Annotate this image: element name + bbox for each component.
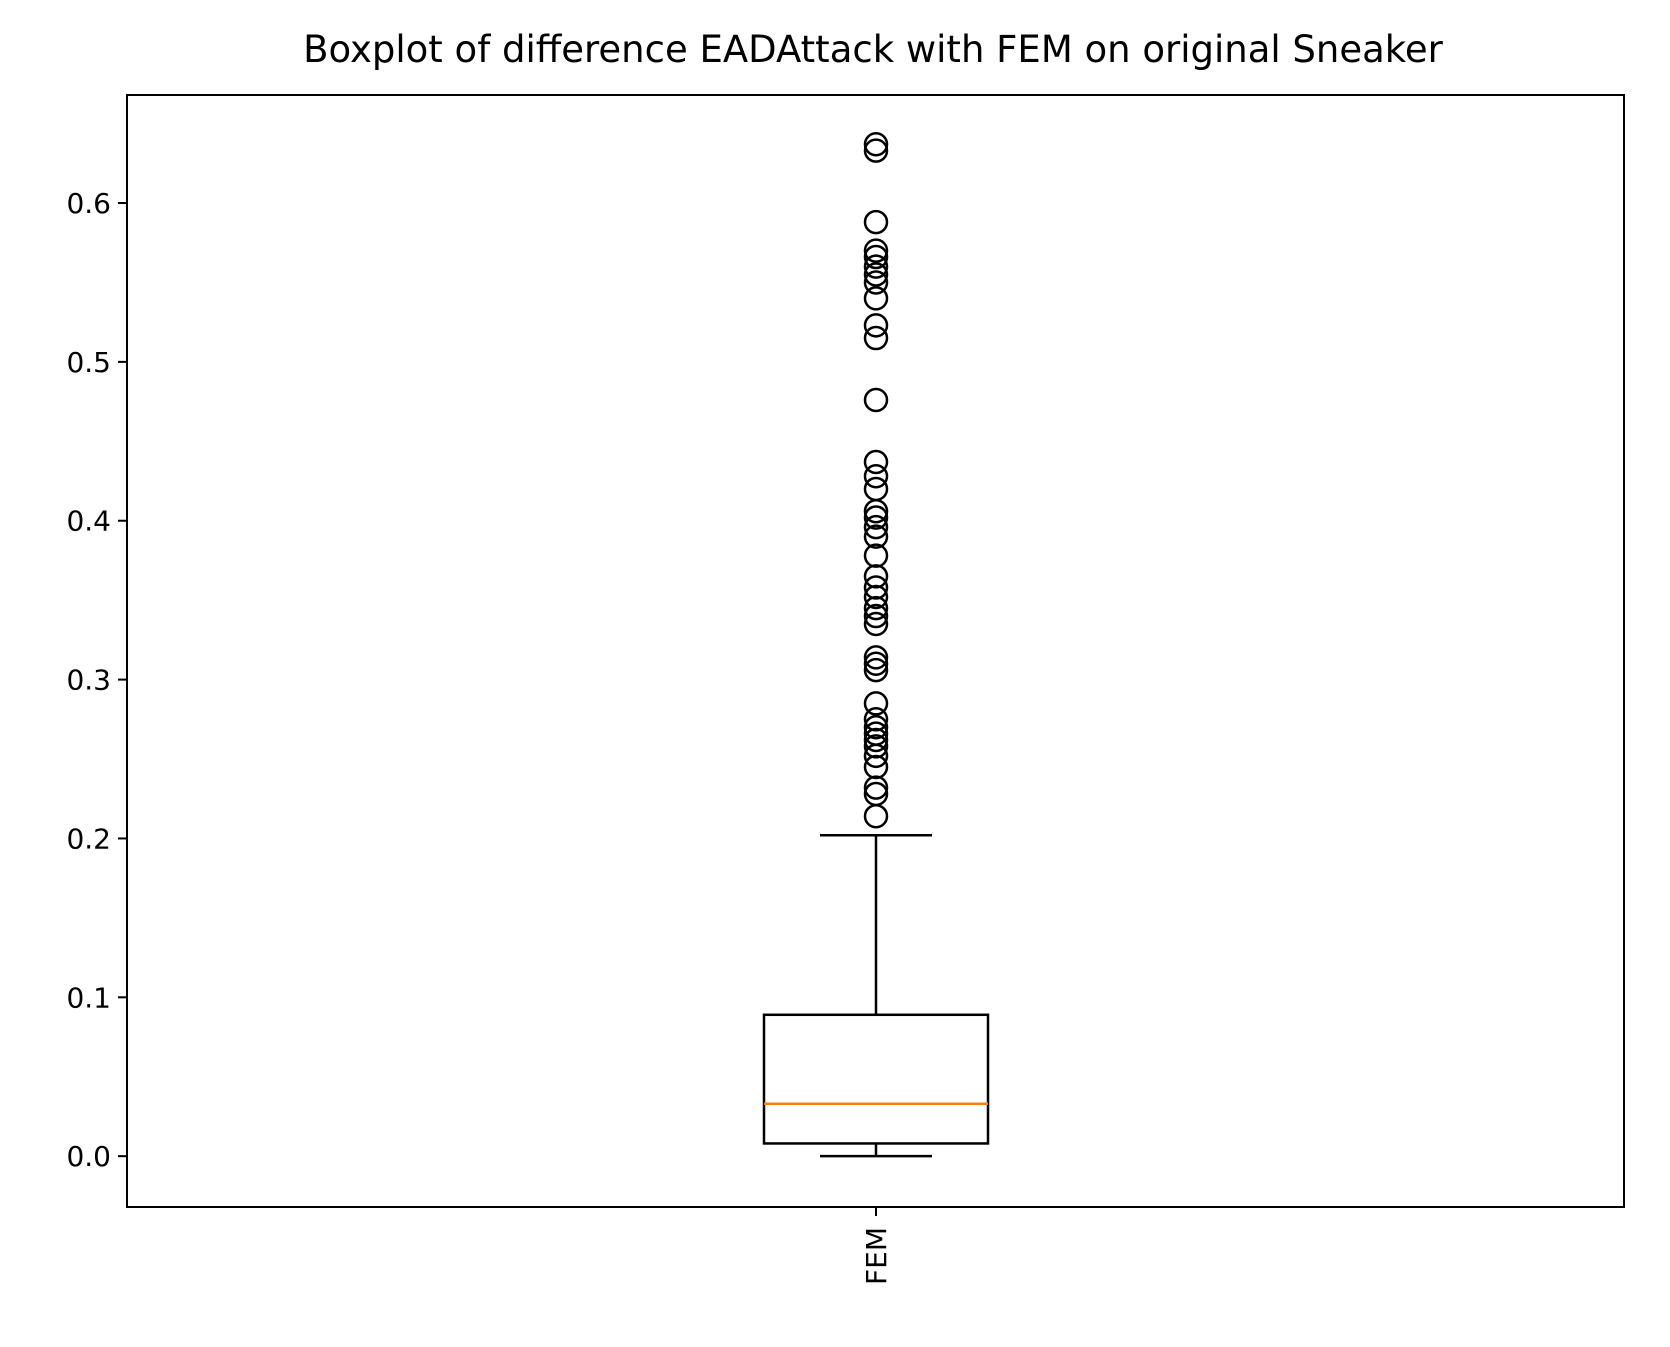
outlier-point xyxy=(863,476,889,502)
outlier-point xyxy=(863,803,889,829)
outlier-point xyxy=(863,138,889,163)
outlier-point xyxy=(863,286,889,311)
outlier-point xyxy=(863,464,889,489)
y-tick-label: 0.1 xyxy=(66,981,111,1014)
y-tick-label: 0.0 xyxy=(66,1140,111,1173)
outlier-point xyxy=(863,595,889,621)
outlier-point xyxy=(863,449,889,475)
y-tick-label: 0.4 xyxy=(66,505,111,538)
outlier-point xyxy=(863,238,889,263)
outlier-point xyxy=(863,727,889,753)
outlier-group xyxy=(863,131,889,829)
outlier-point xyxy=(863,603,889,629)
outlier-point xyxy=(863,209,889,235)
outlier-point xyxy=(863,270,889,295)
y-tick-label: 0.3 xyxy=(66,664,111,697)
outlier-point xyxy=(863,244,889,270)
x-axis: FEM xyxy=(860,1207,893,1285)
outlier-point xyxy=(863,754,889,780)
outlier-point xyxy=(863,387,889,413)
outlier-point xyxy=(863,575,889,600)
outlier-point xyxy=(863,645,889,670)
outlier-point xyxy=(863,254,889,279)
outlier-point xyxy=(863,584,889,610)
y-tick-label: 0.2 xyxy=(66,822,111,855)
outlier-point xyxy=(863,715,889,740)
iqr-box xyxy=(762,1013,990,1145)
outlier-point xyxy=(863,734,889,759)
outlier-point xyxy=(863,262,889,287)
chart-title: Boxplot of difference EADAttack with FEM… xyxy=(303,28,1444,71)
outlier-point xyxy=(863,131,889,157)
outlier-point xyxy=(863,524,889,549)
x-tick-label: FEM xyxy=(860,1227,893,1285)
y-axis: 0.0 0.1 0.2 0.3 0.4 0.5 0.6 xyxy=(66,187,127,1173)
outlier-point xyxy=(863,657,889,683)
outlier-point xyxy=(863,543,889,568)
outlier-point xyxy=(863,564,889,589)
outlier-point xyxy=(863,775,889,800)
outlier-point xyxy=(863,313,889,338)
outlier-point xyxy=(863,707,889,732)
outlier-point xyxy=(863,721,889,746)
outlier-point xyxy=(863,611,889,637)
outlier-point xyxy=(863,691,889,716)
outlier-point xyxy=(863,514,889,540)
outlier-point xyxy=(863,325,889,351)
y-tick-label: 0.5 xyxy=(66,346,111,379)
outlier-point xyxy=(863,781,889,807)
outlier-point xyxy=(863,651,889,676)
box-group xyxy=(762,834,990,1158)
outlier-point xyxy=(863,505,889,530)
y-tick-label: 0.6 xyxy=(66,187,111,220)
